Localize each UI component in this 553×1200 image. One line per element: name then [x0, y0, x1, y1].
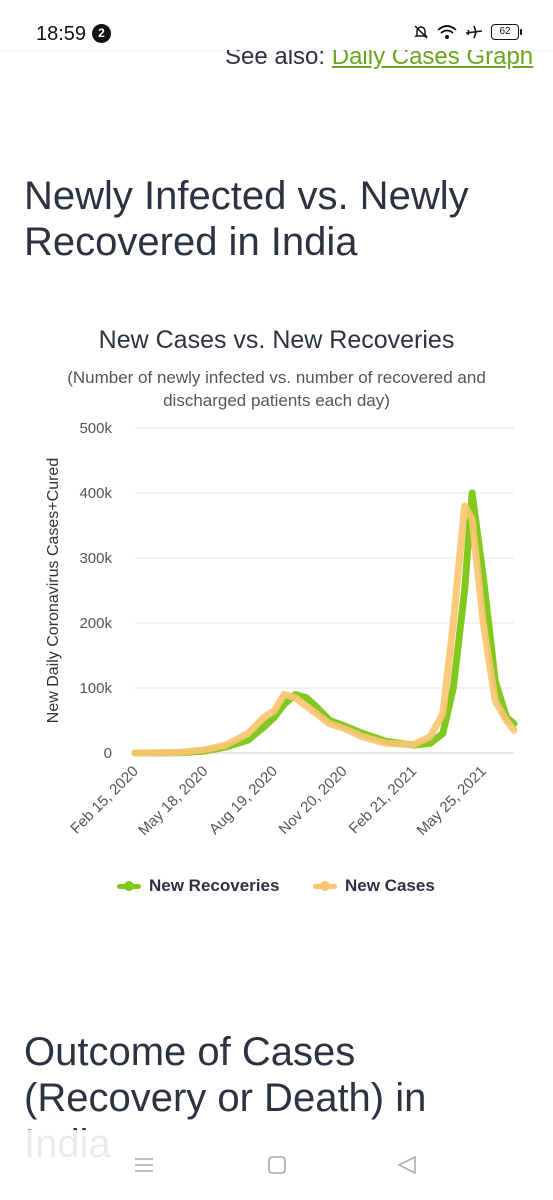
y-tick-label: 0 [104, 745, 112, 762]
section-title-newly-infected: Newly Infected vs. Newly Recovered in In… [24, 174, 469, 264]
x-tick-label: Aug 19, 2020 [206, 763, 281, 838]
chart-legend: New Recoveries New Cases [0, 876, 553, 902]
x-tick-label: Nov 20, 2020 [276, 763, 351, 838]
y-tick-label: 200k [79, 615, 112, 632]
x-tick-label: Feb 15, 2020 [67, 763, 142, 838]
chart-title: New Cases vs. New Recoveries [98, 326, 455, 354]
mute-bell-icon [414, 25, 428, 39]
chart: 0 100k 200k 300k 400k 500k New Daily Coronavir… [45, 420, 518, 839]
back-nav-icon[interactable] [397, 1156, 417, 1174]
x-tick-label: May 25, 2021 [414, 763, 490, 839]
legend-item-recoveries[interactable]: New Recoveries [117, 876, 279, 896]
status-time: 18:59 [36, 23, 87, 45]
y-axis-label: New Daily Coronavirus Cases+Cured [45, 458, 62, 723]
home-nav-icon[interactable] [267, 1156, 287, 1174]
legend-label-cases: New Cases [345, 876, 435, 895]
y-tick-label: 300k [79, 550, 112, 567]
wifi-icon [437, 25, 457, 39]
y-tick-label: 100k [79, 680, 112, 697]
notification-count-badge: 2 [92, 24, 111, 43]
series-line-cases [131, 502, 518, 757]
chart-subtitle: (Number of newly infected vs. number of … [67, 368, 486, 410]
y-tick-label: 400k [79, 485, 112, 502]
airplane-icon [465, 25, 483, 39]
legend-swatch-recoveries [117, 880, 141, 891]
legend-label-recoveries: New Recoveries [149, 876, 280, 895]
system-nav-bar [0, 1130, 553, 1200]
status-icons: 62 [413, 24, 522, 40]
status-bar: 18:59 2 62 [0, 0, 553, 50]
x-tick-label: May 18, 2020 [135, 763, 211, 839]
menu-nav-icon[interactable] [134, 1156, 154, 1174]
x-tick-label: Feb 21, 2021 [346, 763, 421, 838]
legend-item-cases[interactable]: New Cases [313, 876, 435, 896]
legend-swatch-cases [313, 880, 337, 891]
battery-icon: 62 [491, 24, 522, 40]
y-tick-label: 500k [79, 420, 112, 437]
